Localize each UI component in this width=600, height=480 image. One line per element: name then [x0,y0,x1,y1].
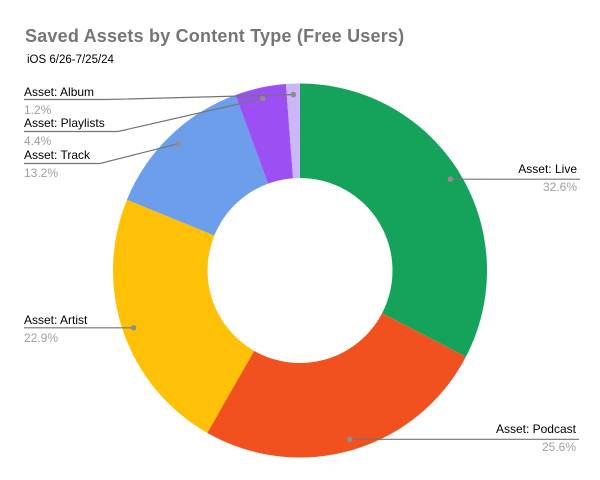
callout-asset-track: Asset: Track 13.2% [24,149,90,180]
slice-percent: 13.2% [24,166,59,180]
callout-asset-artist: Asset: Artist 22.9% [24,314,87,345]
slice-asset-podcast[interactable] [207,313,466,458]
callout-asset-live: Asset: Live 32.6% [518,163,577,194]
slice-label: Asset: Album [24,85,95,99]
leader-dot-asset-live [447,176,454,182]
slice-label: Asset: Track [24,148,91,162]
slice-percent: 1.2% [24,103,52,117]
callout-asset-playlists: Asset: Playlists 4.4% [24,117,105,148]
slice-label: Asset: Artist [24,313,88,327]
callout-asset-podcast: Asset: Podcast 25.6% [496,423,576,454]
leader-dot-asset-podcast [346,436,353,443]
slice-asset-playlists[interactable] [235,84,294,184]
leader-line-asset-playlists [24,97,263,133]
slice-percent: 25.6% [541,440,576,454]
leader-dot-asset-playlists [259,95,266,102]
slice-label: Asset: Playlists [24,116,105,130]
slice-label: Asset: Live [518,162,577,176]
chart-title: Saved Assets by Content Type (Free Users… [25,26,405,46]
leader-line-asset-album [24,94,294,101]
chart-subtitle: iOS 6/26-7/25/24 [27,54,114,66]
slice-percent: 32.6% [542,180,577,194]
slice-percent: 4.4% [24,134,52,148]
slice-asset-artist[interactable] [113,199,255,433]
slice-asset-track[interactable] [126,94,269,236]
slice-percent: 22.9% [24,331,59,345]
leader-line-asset-track [24,143,178,165]
leader-dot-asset-track [175,141,181,147]
slice-asset-live[interactable] [300,83,487,357]
slice-label: Asset: Podcast [495,422,576,436]
slice-asset-album[interactable] [285,83,300,179]
leader-dot-asset-album [290,91,297,98]
leader-dot-asset-artist [130,325,137,331]
callout-asset-album: Asset: Album 1.2% [24,86,94,117]
